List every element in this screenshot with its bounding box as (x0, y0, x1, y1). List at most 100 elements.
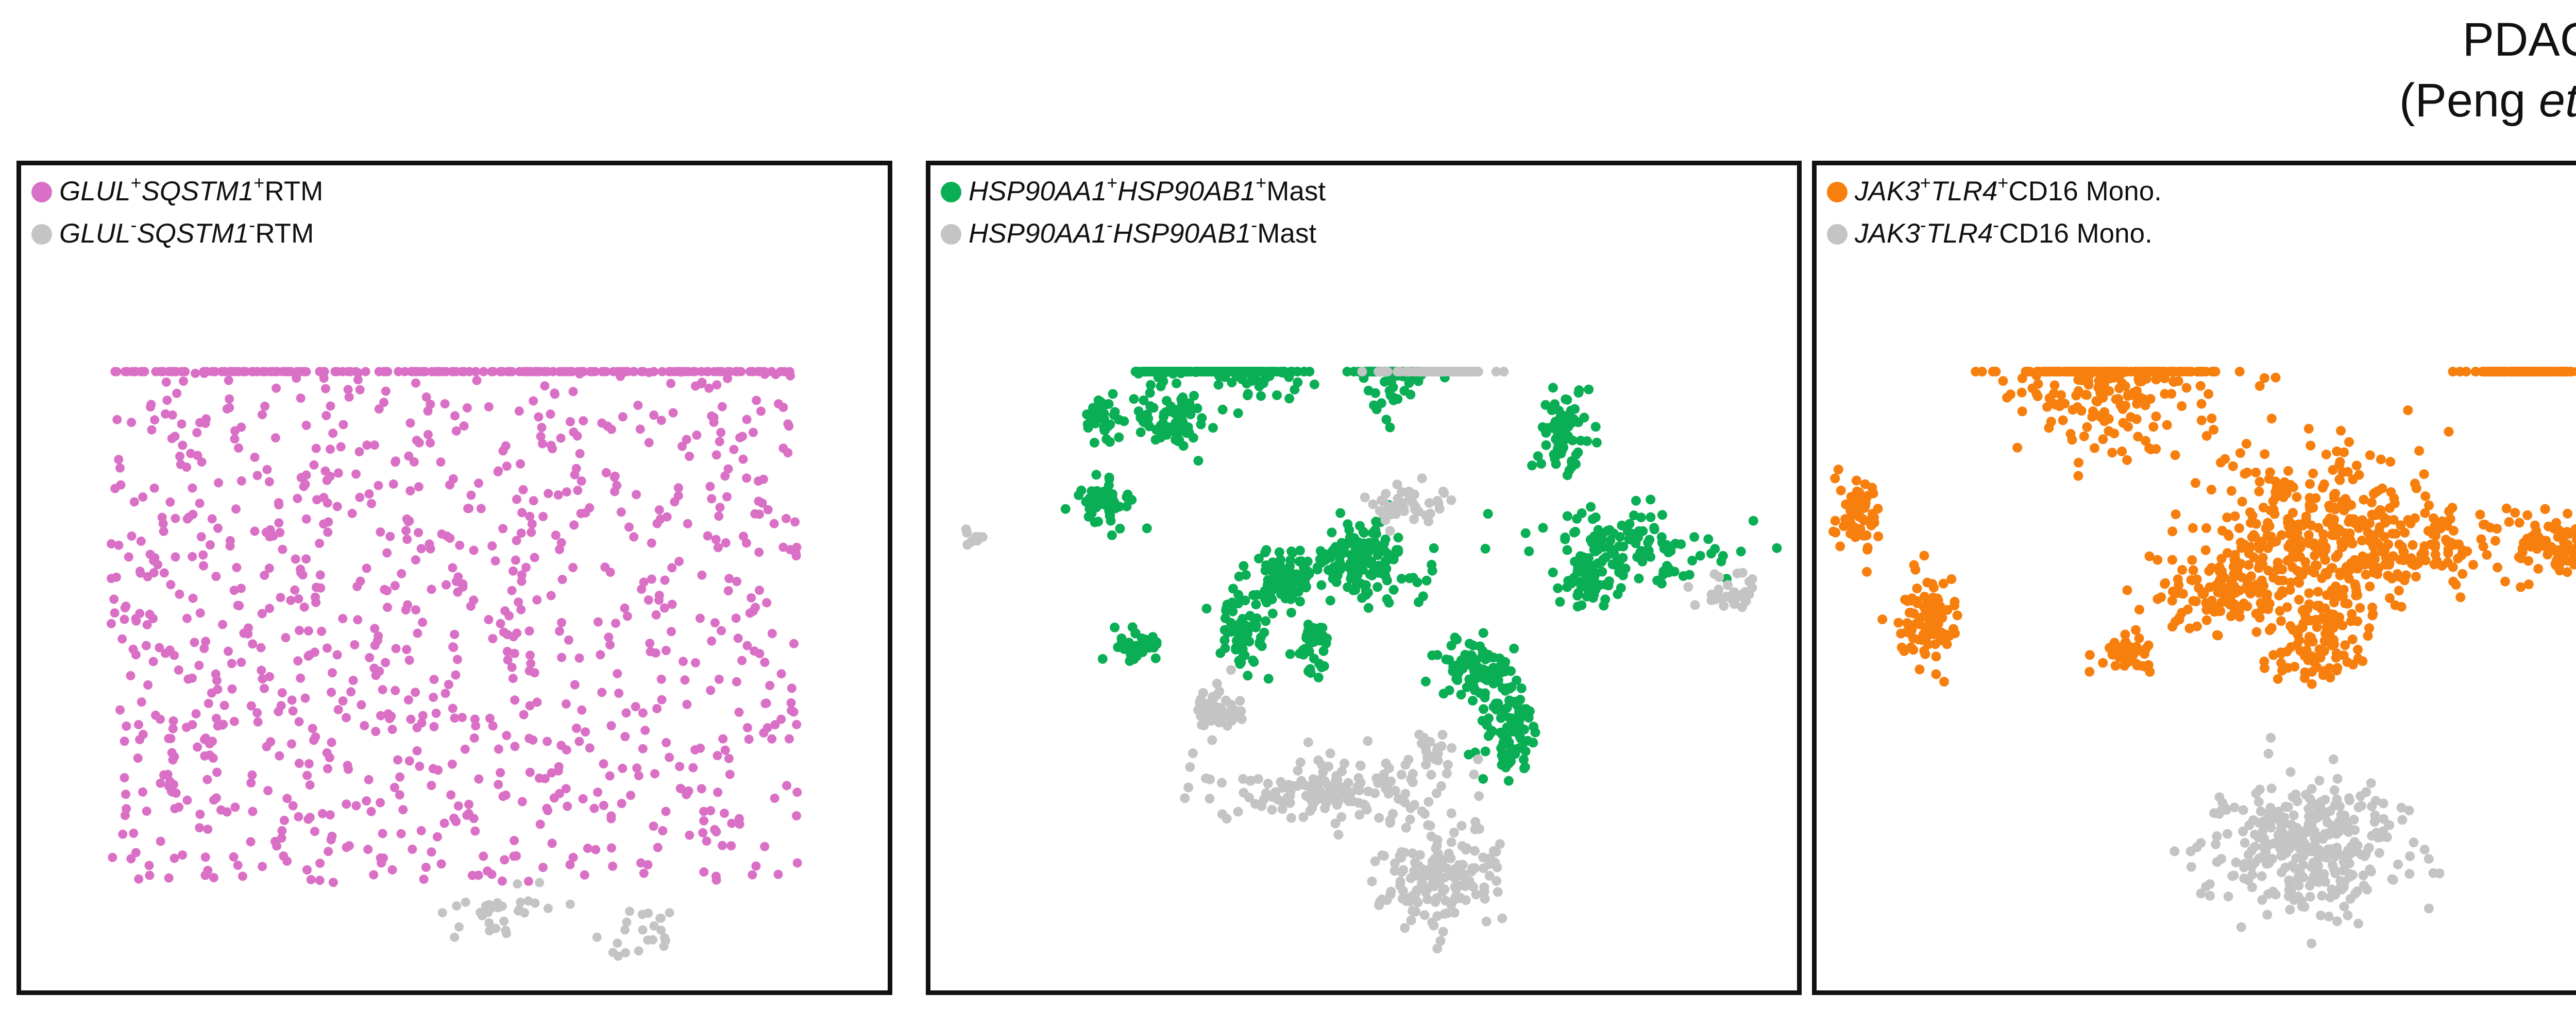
scatter-point (1931, 669, 1941, 679)
scatter-point (418, 367, 428, 376)
scatter-point (1948, 624, 1958, 634)
scatter-point (1646, 494, 1656, 505)
scatter-point (1645, 535, 1655, 545)
scatter-point (494, 903, 503, 913)
scatter-point (1357, 367, 1367, 376)
scatter-point (2360, 851, 2369, 861)
scatter-point (442, 580, 451, 590)
scatter-point (2298, 860, 2308, 870)
scatter-point (1226, 665, 1236, 675)
scatter-point (351, 801, 361, 811)
scatter-point (1372, 582, 1383, 592)
scatter-point (246, 837, 256, 847)
scatter-point (620, 925, 630, 935)
scatter-point (2479, 367, 2489, 376)
scatter-point (662, 646, 671, 655)
scatter-point (1296, 556, 1307, 567)
scatter-point (2067, 405, 2078, 415)
scatter-point (1142, 367, 1152, 376)
scatter-point (413, 628, 422, 638)
scatter-point (1519, 704, 1529, 714)
scatter-point (129, 497, 139, 507)
scatter-point (2447, 503, 2458, 513)
scatter-point (524, 626, 534, 636)
scatter-point (707, 494, 717, 504)
scatter-point (1614, 567, 1624, 577)
scatter-point (517, 508, 527, 518)
scatter-point (529, 396, 538, 406)
scatter-point (2424, 854, 2434, 864)
scatter-point (447, 759, 457, 769)
scatter-point (645, 639, 655, 648)
scatter-point (183, 674, 193, 684)
scatter-point (148, 657, 158, 666)
scatter-point (178, 440, 188, 450)
scatter-point (2377, 483, 2387, 493)
scatter-point (397, 569, 406, 578)
scatter-point (2444, 426, 2454, 437)
scatter-point (737, 656, 747, 665)
scatter-point (706, 806, 716, 816)
scatter-point (1862, 542, 1873, 553)
scatter-point (1360, 492, 1370, 503)
scatter-point (2307, 784, 2317, 794)
scatter-point (1272, 390, 1282, 400)
scatter-point (696, 613, 705, 623)
scatter-point (542, 803, 552, 813)
scatter-point (222, 807, 232, 817)
scatter-point (225, 541, 235, 551)
scatter-point (1553, 445, 1563, 455)
scatter-point (2181, 383, 2192, 393)
scatter-point (2393, 859, 2403, 869)
scatter-point (170, 432, 180, 441)
scatter-point (1464, 674, 1475, 684)
scatter-point (2230, 511, 2240, 521)
legend-cell-type: CD16 Mono. (1999, 218, 2153, 249)
scatter-point (2243, 875, 2253, 885)
scatter-point (405, 486, 415, 495)
scatter-point (514, 406, 524, 416)
scatter-point (1429, 543, 1439, 553)
scatter-point (2563, 508, 2573, 519)
scatter-point (601, 468, 611, 477)
scatter-point (294, 717, 304, 727)
scatter-point (760, 842, 770, 851)
scatter-point (2253, 832, 2264, 843)
legend-gene: HSP90AA1 (969, 218, 1107, 249)
scatter-point (723, 464, 733, 474)
scatter-point (2297, 622, 2308, 632)
scatter-point (502, 731, 512, 741)
scatter-point (197, 457, 207, 467)
scatter-point (1575, 551, 1586, 561)
scatter-point (568, 852, 578, 862)
scatter-point (577, 705, 587, 715)
scatter-point (2264, 858, 2274, 868)
scatter-point (2095, 410, 2105, 421)
scatter-point (227, 367, 236, 376)
scatter-point (412, 436, 421, 445)
scatter-point (483, 903, 493, 913)
scatter-point (1491, 367, 1501, 376)
scatter-point (327, 688, 336, 697)
scatter-point (517, 797, 527, 807)
scatter-point (129, 828, 139, 838)
scatter-point (1388, 809, 1398, 819)
scatter-point (2345, 795, 2354, 806)
scatter-point (625, 906, 634, 916)
scatter-point (439, 818, 449, 828)
scatter-point (1721, 591, 1732, 602)
scatter-point (353, 375, 363, 385)
scatter-point (1421, 746, 1431, 757)
scatter-point (1193, 456, 1204, 466)
scatter-point (138, 730, 148, 739)
scatter-point (2259, 842, 2268, 852)
scatter-point (2168, 376, 2178, 386)
scatter-point (1933, 595, 1943, 606)
scatter-point (667, 563, 677, 573)
scatter-point (2294, 881, 2304, 891)
scatter-point (1254, 381, 1264, 391)
scatter-point (2248, 583, 2258, 593)
scatter-point (208, 753, 218, 763)
scatter-point (2420, 508, 2430, 518)
scatter-point (1748, 516, 1758, 526)
